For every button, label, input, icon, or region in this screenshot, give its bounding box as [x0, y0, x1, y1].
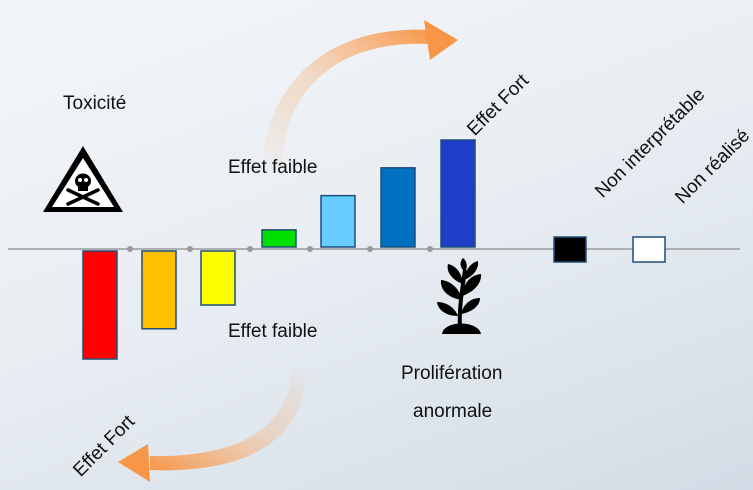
arrow-up-curved — [262, 20, 458, 168]
negative-bars — [82, 250, 236, 360]
positive-bars — [261, 139, 476, 248]
positive-effect-bar — [380, 167, 416, 248]
toxicity-label: Toxicité — [63, 93, 127, 114]
abnormal-proliferation-label-line1: Prolifération — [401, 363, 503, 384]
plant-sprout-icon — [437, 258, 482, 334]
axis-dot — [247, 246, 253, 252]
positive-effect-bar — [320, 194, 356, 248]
arrow-down-curved — [118, 368, 306, 482]
negative-effect-bar — [200, 250, 236, 306]
positive-effect-bar — [440, 139, 476, 248]
axis-dot — [307, 246, 313, 252]
not-performed-box — [632, 236, 666, 263]
status-boxes — [553, 236, 666, 263]
axis-dots — [127, 246, 433, 252]
negative-effect-bar — [82, 250, 118, 360]
positive-effect-bar — [261, 229, 297, 248]
abnormal-proliferation-label-line2: anormale — [413, 401, 493, 422]
axis-dot — [367, 246, 373, 252]
axis-dot — [127, 246, 133, 252]
weak-effect-top-label: Effet faible — [228, 157, 318, 178]
weak-effect-bottom-label: Effet faible — [228, 321, 318, 342]
negative-effect-bar — [141, 250, 177, 330]
non-interpretable-box — [553, 236, 587, 263]
axis-dot — [187, 246, 193, 252]
axis-dot — [427, 246, 433, 252]
toxicity-hazard-icon — [43, 146, 123, 212]
